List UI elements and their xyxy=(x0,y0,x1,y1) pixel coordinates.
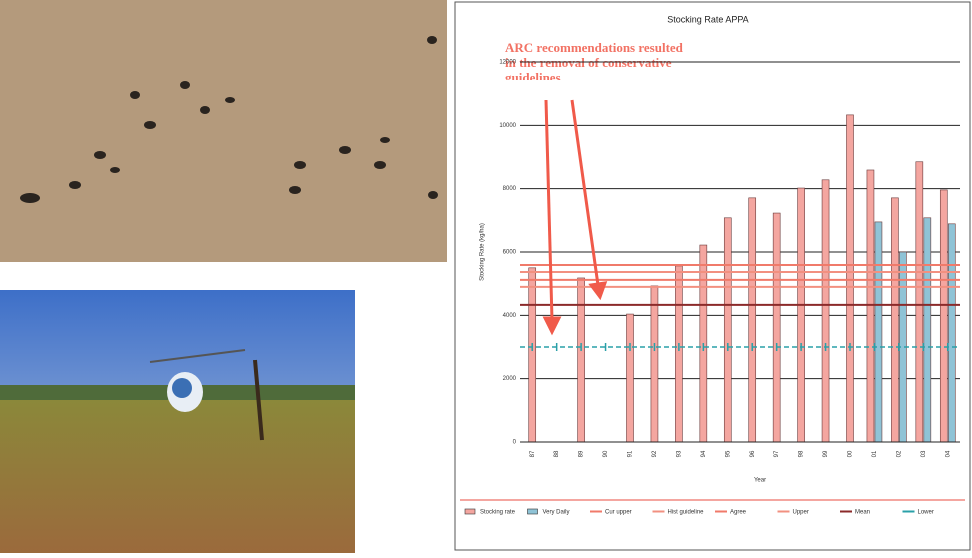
legend-label: Upper xyxy=(793,510,809,516)
y-tick-label: 8000 xyxy=(503,186,517,192)
x-tick-label: 92 xyxy=(652,450,658,457)
legend-label: Stocking rate xyxy=(480,510,516,516)
legend-label: Hist guideline xyxy=(668,510,705,516)
legend-label: Mean xyxy=(855,510,870,516)
bar xyxy=(867,170,874,442)
y-tick-label: 2000 xyxy=(503,376,517,382)
x-tick-label: 03 xyxy=(921,450,927,457)
helicopter-photo xyxy=(0,290,355,553)
bar xyxy=(651,286,658,442)
bar xyxy=(940,190,947,442)
legend-label: Very Daily xyxy=(543,510,570,516)
bar xyxy=(891,198,898,442)
bar xyxy=(578,278,585,442)
bar xyxy=(916,162,923,442)
legend-label: Lower xyxy=(918,510,934,516)
legend-label: Cur upper xyxy=(605,510,632,516)
y-tick-label: 10000 xyxy=(499,123,516,129)
x-tick-label: 91 xyxy=(628,450,634,457)
bar xyxy=(798,188,805,442)
y-tick-label: 12000 xyxy=(499,60,516,66)
x-axis-label: Year xyxy=(754,478,766,484)
bar xyxy=(724,218,731,442)
x-tick-label: 98 xyxy=(799,450,805,457)
bar xyxy=(924,218,931,442)
legend-swatch xyxy=(465,509,475,514)
bar xyxy=(948,224,955,442)
x-tick-label: 02 xyxy=(896,450,902,457)
y-tick-label: 4000 xyxy=(503,313,517,319)
page: Stocking Rate APPA ARC recommendations r… xyxy=(0,0,972,553)
bar xyxy=(847,115,854,442)
y-axis-label: Stocking Rate (kg/ha) xyxy=(480,223,486,281)
bar xyxy=(627,314,634,442)
annotation-text: ARC recommendations resulted in the remo… xyxy=(505,40,685,80)
x-tick-label: 90 xyxy=(603,450,609,457)
bar xyxy=(875,222,882,442)
y-tick-label: 6000 xyxy=(503,250,517,256)
legend-swatch xyxy=(528,509,538,514)
x-tick-label: 99 xyxy=(823,450,829,457)
x-tick-label: 94 xyxy=(701,450,707,457)
aerial-photo xyxy=(0,0,447,262)
x-tick-label: 01 xyxy=(872,450,878,457)
bar xyxy=(773,213,780,442)
x-tick-label: 00 xyxy=(848,450,854,457)
annotation-box: ARC recommendations resulted in the remo… xyxy=(505,40,685,80)
bar xyxy=(822,180,829,442)
bar xyxy=(749,198,756,442)
legend-label: Agree xyxy=(730,510,747,516)
bar xyxy=(529,268,536,442)
chart-title: Stocking Rate APPA xyxy=(667,14,748,24)
x-tick-label: 93 xyxy=(676,450,682,457)
x-tick-label: 96 xyxy=(750,450,756,457)
x-tick-label: 88 xyxy=(554,450,560,457)
bar xyxy=(675,266,682,442)
x-tick-label: 87 xyxy=(530,450,536,457)
x-tick-label: 97 xyxy=(774,450,780,457)
x-tick-label: 04 xyxy=(945,450,951,457)
x-tick-label: 89 xyxy=(579,450,585,457)
x-tick-label: 95 xyxy=(725,450,731,457)
